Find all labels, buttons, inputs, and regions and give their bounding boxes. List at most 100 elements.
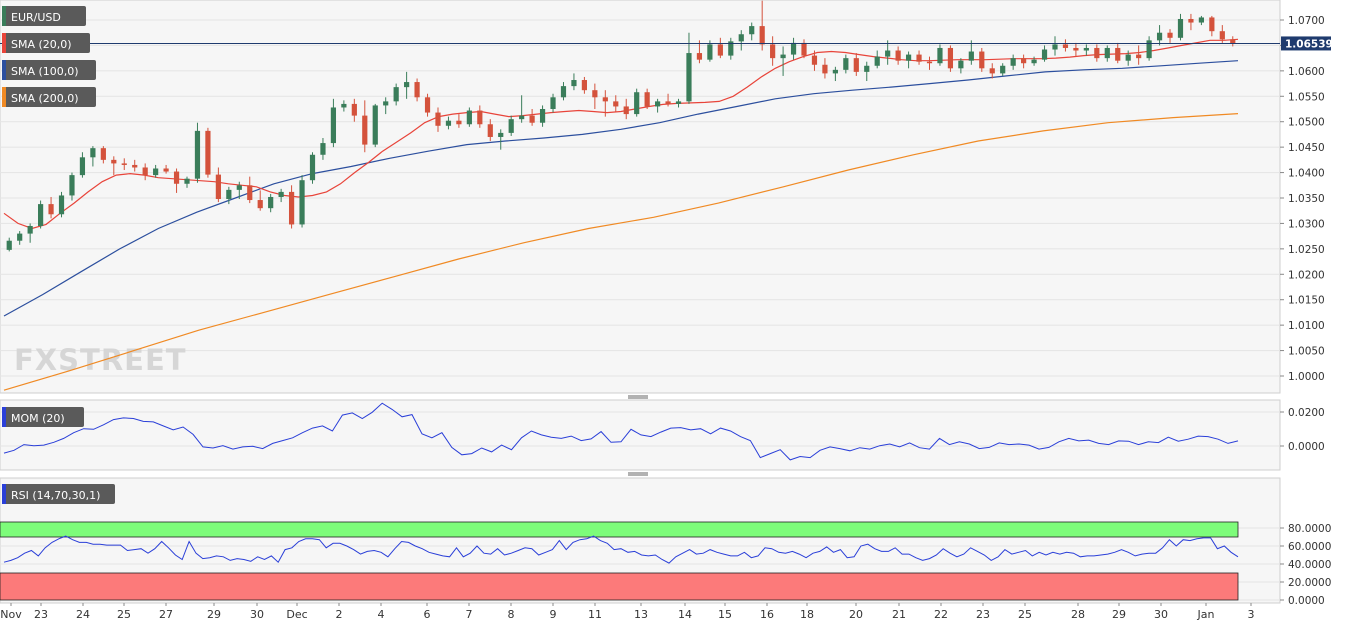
y-main-tick-label: 1.0500 [1288,117,1325,129]
x-tick-label: 23 [976,608,990,621]
candle-body [142,167,148,176]
candle-body [1041,49,1048,60]
candle-body [958,60,964,69]
candle-body [519,115,525,120]
candle-body [17,233,23,241]
x-tick-label: Dec [286,608,307,621]
mom-line-group [3,402,1239,461]
candle-body [832,69,838,74]
candle-body [414,82,420,98]
y-axis-main: 1.07001.06501.06001.05501.05001.04501.04… [1280,15,1325,383]
candle-body [1219,31,1225,40]
candle-body [309,154,316,181]
candle-body [79,157,86,176]
candle-body [550,97,556,109]
x-tick-label: 30 [250,608,264,621]
x-tick-label: 23 [34,608,48,621]
mom-panel-bg [0,399,1281,471]
mom-panel-resize-handle[interactable] [628,472,648,476]
candle-body [1052,44,1058,50]
mom-line [3,402,1239,461]
candle-body [1177,18,1184,38]
x-tick-label: 21 [892,608,906,621]
candle-body [477,110,483,125]
candle-body [665,101,671,104]
candle-body [560,86,567,98]
y-mom-tick-label: 0.0200 [1288,407,1325,419]
candle-body [686,53,692,102]
candle-body [885,50,891,57]
candle-body [1230,39,1236,44]
candle-body [288,191,295,225]
y-rsi-tick-label: 0.0000 [1288,595,1325,607]
candle-body [592,90,598,98]
candle-body [1115,47,1121,61]
candle-body [895,50,901,61]
y-main-tick-label: 1.0400 [1288,168,1325,180]
legend-sma100[interactable]: SMA (100,0) [2,60,96,80]
legend-rsi[interactable]: RSI (14,70,30,1) [2,484,115,504]
x-tick-label: 25 [117,608,131,621]
candles [6,0,1236,252]
main-panel-resize-handle[interactable] [628,395,648,399]
y-rsi-tick-label: 80.0000 [1288,523,1331,535]
candle-body [38,204,44,226]
candle-body [1031,59,1037,64]
candle-body [1167,32,1173,38]
x-tick-label: 15 [718,608,732,621]
x-tick-label: 2 [336,608,343,621]
candle-body [236,185,242,190]
candle-body [864,65,870,72]
x-tick-label: 29 [1112,608,1126,621]
candle-body [153,168,159,176]
candle-body [1094,47,1100,59]
candle-body [738,34,744,42]
y-main-tick-label: 1.0600 [1288,66,1325,78]
candle-body [1062,44,1069,48]
candle-body [728,41,734,56]
y-main-tick-label: 1.0050 [1288,346,1325,358]
y-main-tick-label: 1.0700 [1288,15,1325,27]
y-main-tick-label: 1.0450 [1288,142,1325,154]
legend-eurusd-label: EUR/USD [11,11,61,24]
legend-sma200[interactable]: SMA (200,0) [2,87,96,107]
candle-body [487,124,493,137]
candle-body [215,174,221,200]
candle-body [404,82,410,88]
candle-body [1209,17,1215,32]
y-rsi-tick-label: 20.0000 [1288,577,1331,589]
candle-body [508,119,514,133]
candle-body [163,168,169,172]
candle-body [749,26,755,35]
candle-body [351,103,357,116]
candle-body [69,175,75,196]
legend-eurusd[interactable]: EUR/USD [2,6,86,26]
candle-body [937,47,943,64]
candle-body [1136,54,1142,59]
candle-body [184,178,190,184]
legend-sma20[interactable]: SMA (20,0) [2,33,90,53]
x-tick-label: 27 [159,608,173,621]
x-axis: Nov 23 24 25 27 29 30 Dec 2 4 6 7 8 9 11 13 14 15 16 18 20 21… [0,603,1255,621]
rsi-zones [0,521,1239,601]
candle-body [675,101,682,104]
x-tick-label: 7 [466,608,473,621]
candle-body [571,80,577,87]
candle-body [247,185,253,201]
candle-body [341,103,347,108]
candle-body [1021,58,1027,64]
candle-body [780,54,786,59]
y-rsi-tick-label: 40.0000 [1288,559,1331,571]
sma20-line [3,38,1239,230]
legend-mom[interactable]: MOM (20) [2,407,84,427]
candle-body [655,101,661,107]
y-rsi-tick-label: 60.0000 [1288,541,1331,553]
candle-body [696,53,703,60]
candle-body [383,101,389,106]
candle-body [466,110,472,125]
candle-body [456,120,462,125]
candle-body [320,143,326,155]
x-tick-label: 9 [550,608,557,621]
candle-body [874,56,880,66]
